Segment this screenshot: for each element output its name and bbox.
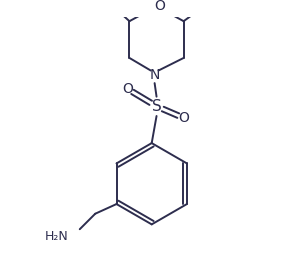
Text: S: S <box>152 99 161 114</box>
Text: H₂N: H₂N <box>44 231 68 243</box>
Text: O: O <box>154 0 165 13</box>
Text: O: O <box>178 111 189 125</box>
Text: O: O <box>122 82 133 96</box>
Text: N: N <box>149 68 160 82</box>
